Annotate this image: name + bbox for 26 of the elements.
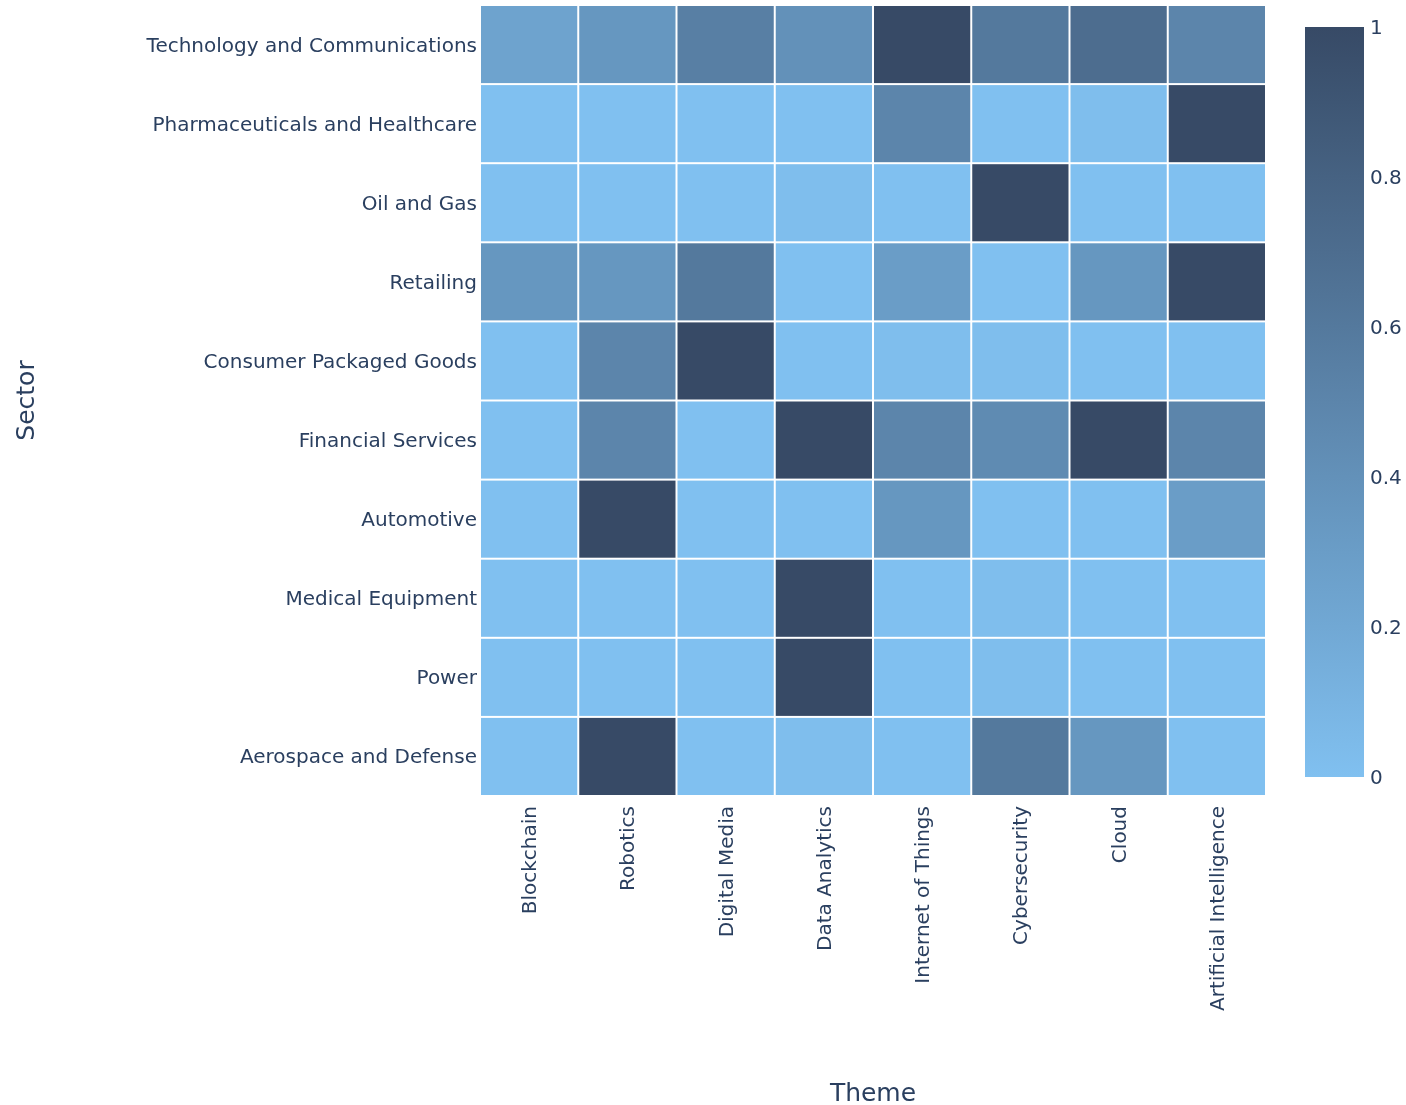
- y-tick-label: Aerospace and Defense: [239, 744, 477, 769]
- x-tick-label: Artificial Intelligence: [1204, 806, 1229, 1011]
- x-tick-label: Cybersecurity: [1008, 805, 1033, 945]
- y-tick-label: Oil and Gas: [361, 190, 477, 215]
- color-bar-label: 0.8: [1370, 165, 1402, 189]
- y-tick-label: Retailing: [389, 269, 477, 294]
- y-tick-label: Power: [416, 665, 478, 690]
- x-tick-label: Cloud: [1106, 806, 1131, 864]
- y-tick-label: Financial Services: [298, 428, 477, 453]
- x-tick-label: Robotics: [615, 806, 640, 891]
- y-tick-label: Pharmaceuticals and Healthcare: [152, 111, 477, 136]
- x-tick-label: Internet of Things: [910, 806, 935, 984]
- x-tick-label: Blockchain: [517, 806, 542, 915]
- y-tick-label: Medical Equipment: [285, 586, 478, 611]
- color-bar-label: 1: [1370, 15, 1383, 39]
- y-tick-label: Automotive: [361, 507, 477, 532]
- x-tick-label: Data Analytics: [811, 806, 836, 951]
- color-bar-label: 0.2: [1370, 615, 1402, 639]
- color-bar-label: 0.6: [1370, 315, 1402, 339]
- color-bar-label: 0: [1370, 765, 1383, 789]
- y-axis-title: Sector: [10, 359, 40, 441]
- y-tick-label: Consumer Packaged Goods: [203, 348, 477, 373]
- x-axis-title: Theme: [828, 1077, 917, 1105]
- x-tick-label: Digital Media: [713, 806, 738, 938]
- y-tick-label: Technology and Communications: [145, 32, 477, 57]
- color-bar-label: 0.4: [1370, 465, 1402, 489]
